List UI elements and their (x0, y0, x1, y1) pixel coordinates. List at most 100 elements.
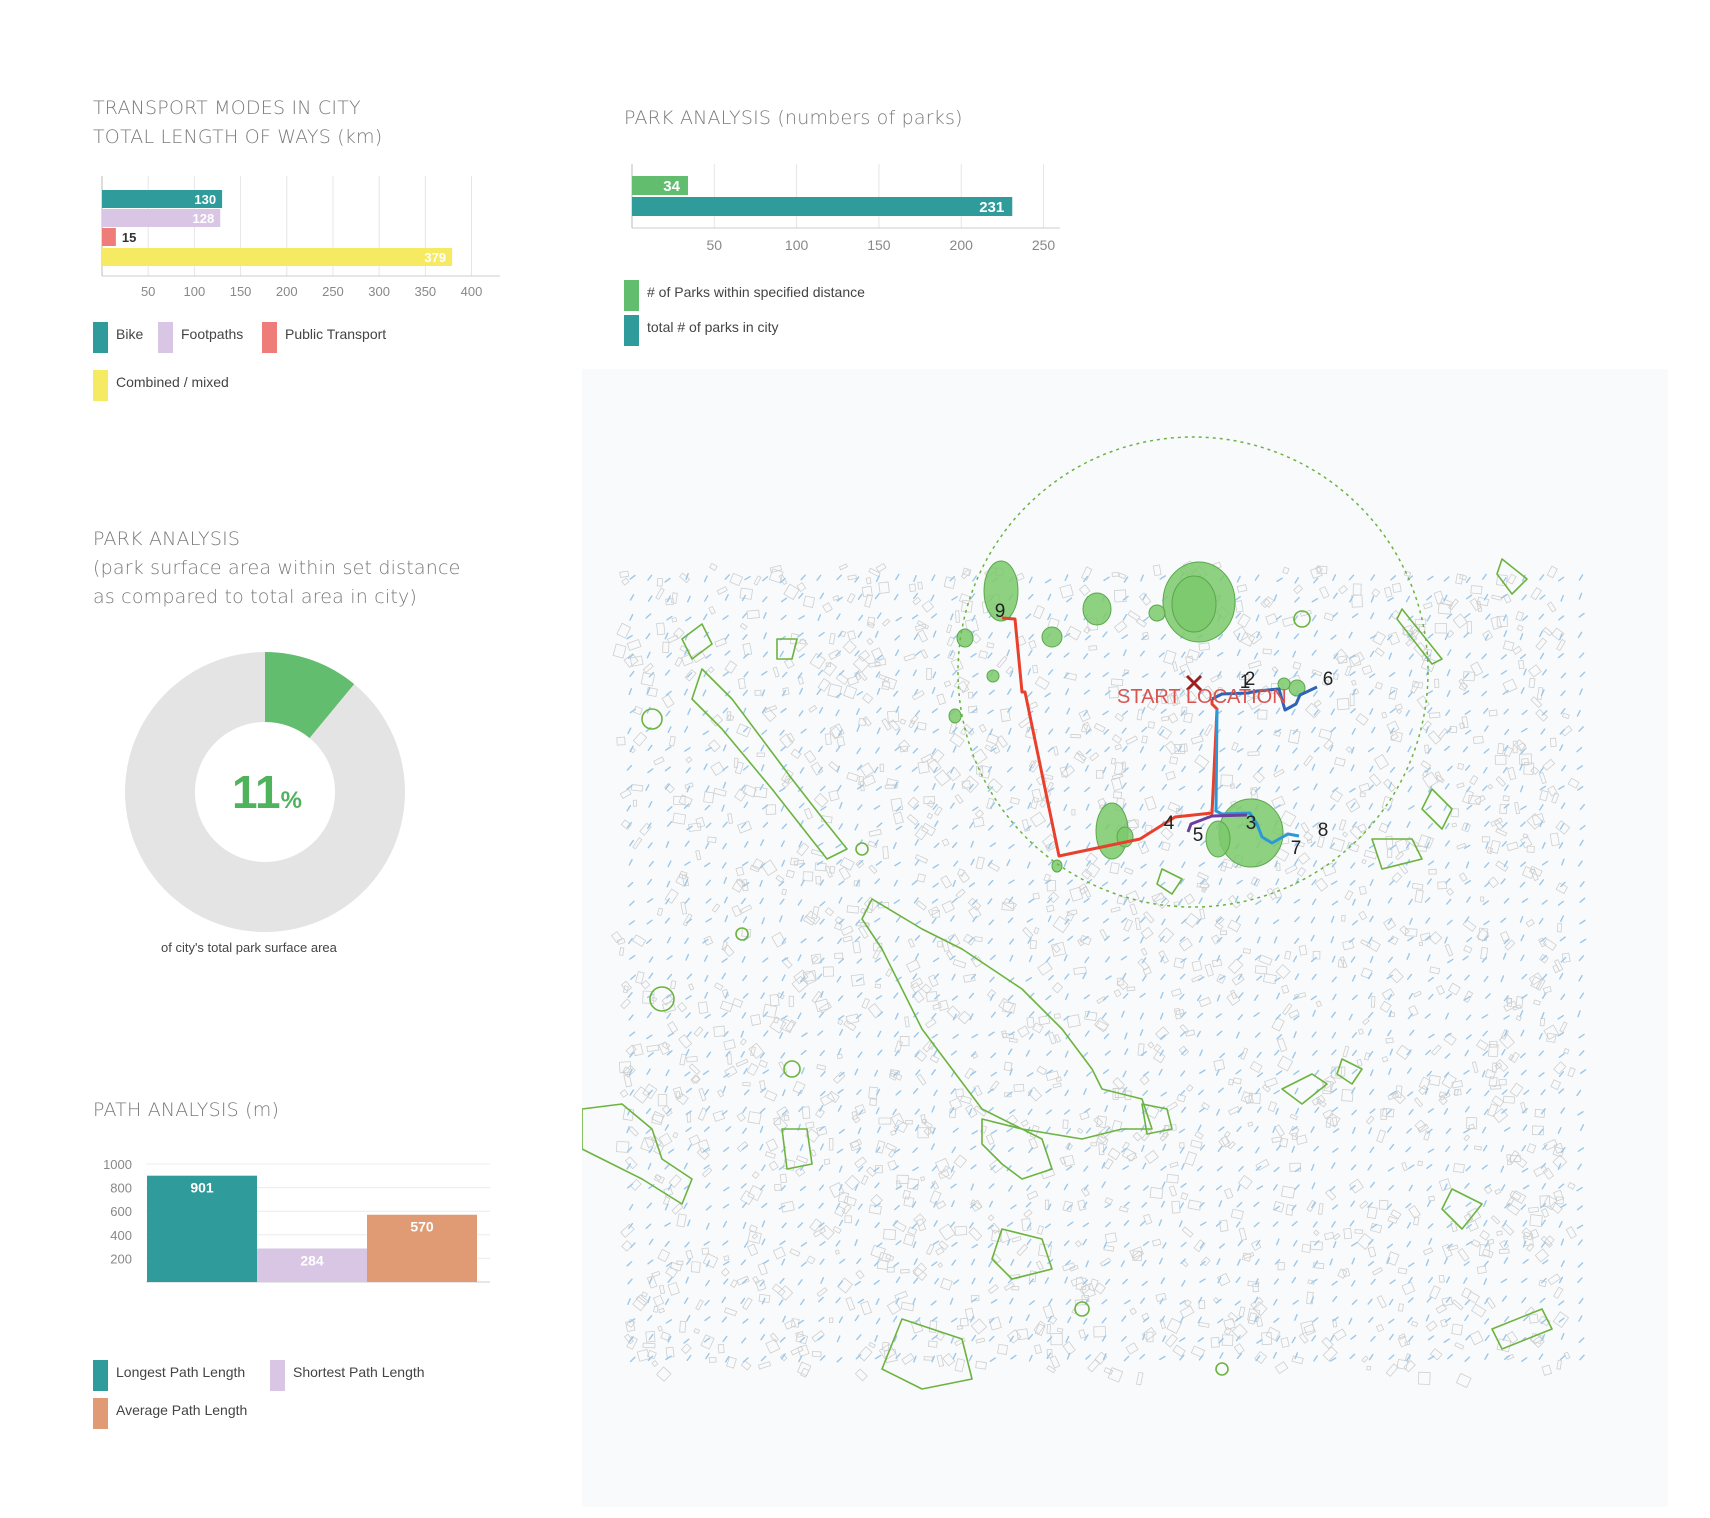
building (1515, 996, 1524, 1009)
building (805, 1128, 820, 1143)
flow-arrow (1483, 1260, 1489, 1267)
building (731, 997, 744, 1008)
flow-arrow (1178, 670, 1186, 675)
flow-arrow (1179, 1202, 1184, 1209)
flow-arrow (875, 1298, 880, 1305)
building (641, 1291, 648, 1298)
building (685, 1249, 694, 1260)
flow-arrow (1275, 615, 1282, 621)
building (1382, 1107, 1395, 1118)
legend-label: Shortest Path Length (293, 1364, 425, 1380)
flow-arrow (1253, 1221, 1260, 1228)
flow-arrow (1503, 1071, 1509, 1078)
building (1488, 709, 1498, 717)
building (1476, 928, 1489, 942)
building (1497, 743, 1505, 755)
building (726, 1052, 733, 1065)
flow-arrow (895, 916, 901, 923)
city-map[interactable]: START LOCATION 1 2 3 4 5 6 7 8 9 (582, 369, 1668, 1507)
flow-arrow (969, 1013, 974, 1021)
building (829, 725, 843, 740)
building (719, 1000, 734, 1013)
flow-arrow (702, 1147, 709, 1153)
flow-arrow (1408, 1164, 1415, 1170)
building (1530, 766, 1540, 775)
flow-arrow (704, 595, 709, 602)
building (973, 1105, 987, 1117)
flow-arrow (1389, 1048, 1393, 1056)
flow-arrow (724, 574, 731, 580)
building (1181, 706, 1188, 715)
flow-arrow (931, 1261, 938, 1267)
flow-arrow (1197, 1316, 1202, 1324)
flow-arrow (1006, 766, 1013, 773)
flow-arrow (1045, 1011, 1052, 1017)
building (1062, 1119, 1069, 1129)
park-outline (641, 708, 663, 730)
flow-arrow (1504, 1316, 1510, 1323)
flow-arrow (874, 878, 881, 885)
building (1127, 610, 1141, 622)
flow-arrow (1025, 613, 1032, 619)
flow-arrow (1027, 745, 1031, 753)
building (1232, 1077, 1242, 1085)
building (675, 1090, 681, 1100)
building (783, 1114, 790, 1121)
building (946, 636, 955, 647)
flow-arrow (1083, 653, 1089, 660)
building (1166, 1173, 1179, 1184)
flow-arrow (1026, 861, 1031, 869)
flow-arrow (1236, 632, 1241, 640)
flow-arrow (1025, 977, 1032, 982)
building (1348, 1178, 1364, 1194)
flow-arrow (1425, 1049, 1431, 1056)
flow-arrow (1006, 649, 1010, 657)
flow-arrow (894, 1012, 899, 1020)
flow-arrow (1503, 897, 1510, 904)
flow-arrow (798, 1106, 804, 1113)
building (1266, 887, 1277, 901)
building (1378, 822, 1390, 834)
flow-arrow (1558, 1183, 1565, 1189)
building (1461, 716, 1469, 729)
flow-arrow (988, 1317, 995, 1324)
flow-arrow (817, 1030, 824, 1036)
building (1428, 868, 1437, 875)
flow-arrow (1101, 1181, 1106, 1188)
flow-arrow (1238, 1165, 1244, 1172)
building (1563, 1351, 1571, 1360)
flow-arrow (722, 707, 729, 714)
building (920, 822, 937, 837)
building (1176, 1093, 1187, 1103)
building (1126, 986, 1136, 992)
flow-arrow (1407, 785, 1413, 793)
flow-arrow (1085, 748, 1092, 755)
building (954, 1337, 966, 1347)
flow-arrow (706, 1260, 710, 1268)
flow-arrow (951, 1317, 958, 1323)
building (1004, 1092, 1012, 1098)
flow-arrow (1464, 822, 1469, 830)
building (1113, 988, 1122, 998)
flow-arrow (1482, 900, 1489, 906)
flow-arrow (894, 1049, 900, 1057)
flow-arrow (779, 1277, 785, 1284)
building (929, 1054, 940, 1064)
building (869, 1098, 878, 1106)
building-footprints (611, 560, 1580, 1389)
building (1361, 664, 1373, 675)
building (1136, 709, 1144, 721)
bar (632, 197, 1013, 216)
flow-arrow (836, 1148, 844, 1154)
building (927, 974, 939, 988)
flow-arrow (895, 573, 900, 581)
flow-arrow (1217, 1318, 1224, 1324)
building (1032, 664, 1039, 674)
flow-arrow (1254, 1258, 1260, 1266)
legend-swatch (624, 280, 639, 311)
building (632, 731, 648, 747)
y-tick-label: 200 (110, 1251, 132, 1266)
building (1090, 1142, 1098, 1147)
building (616, 736, 626, 746)
